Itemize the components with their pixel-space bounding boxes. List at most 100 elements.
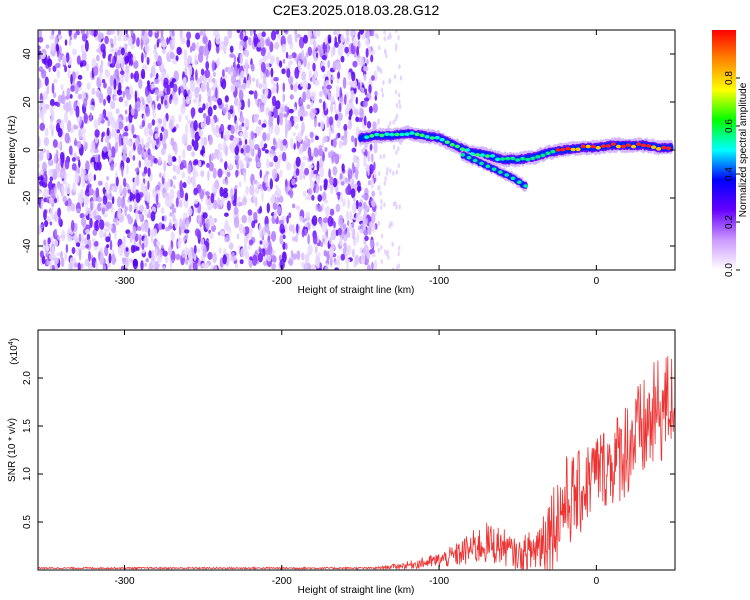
noise-blob bbox=[174, 143, 178, 155]
noise-blob bbox=[125, 247, 129, 252]
noise-blob bbox=[161, 223, 165, 230]
noise-blob bbox=[134, 70, 140, 83]
noise-blob bbox=[91, 57, 97, 69]
noise-blob bbox=[125, 116, 129, 123]
noise-blob bbox=[229, 45, 234, 53]
noise-blob bbox=[88, 188, 94, 196]
noise-blob bbox=[240, 70, 245, 81]
noise-blob bbox=[182, 182, 187, 189]
noise-blob bbox=[65, 183, 71, 195]
signal-core bbox=[424, 135, 430, 139]
noise-blob bbox=[345, 250, 349, 262]
noise-blob bbox=[104, 70, 111, 78]
noise-blob bbox=[109, 240, 113, 251]
noise-blob bbox=[384, 48, 387, 54]
signal-core bbox=[434, 135, 440, 140]
signal-core bbox=[364, 135, 370, 139]
noise-blob bbox=[152, 187, 156, 198]
noise-blob bbox=[123, 43, 128, 48]
noise-blob bbox=[289, 187, 293, 199]
noise-blob bbox=[330, 102, 333, 114]
noise-blob bbox=[290, 249, 294, 258]
signal-core bbox=[384, 132, 390, 136]
noise-blob bbox=[302, 80, 309, 91]
noise-blob bbox=[286, 215, 289, 224]
noise-blob bbox=[316, 108, 320, 114]
noise-blob bbox=[132, 258, 139, 270]
noise-blob bbox=[307, 146, 312, 158]
noise-blob bbox=[334, 36, 338, 46]
noise-blob bbox=[363, 73, 367, 81]
noise-blob bbox=[285, 51, 289, 59]
noise-blob bbox=[239, 132, 244, 137]
noise-blob bbox=[96, 77, 102, 88]
snr-panel: -300 -200 -100 0 0.5 1.0 1.5 2.0 Height of str… bbox=[7, 329, 676, 596]
noise-blob bbox=[370, 54, 374, 63]
noise-blob bbox=[120, 243, 126, 251]
noise-blob bbox=[350, 90, 355, 101]
noise-blob bbox=[255, 196, 258, 207]
noise-blob bbox=[68, 39, 72, 46]
noise-blob bbox=[44, 127, 49, 137]
noise-blob bbox=[208, 217, 212, 223]
noise-blob bbox=[141, 30, 145, 36]
noise-blob bbox=[326, 84, 333, 90]
noise-blob bbox=[352, 222, 355, 227]
noise-blob bbox=[290, 137, 294, 149]
noise-blob bbox=[371, 253, 376, 258]
noise-blob bbox=[139, 192, 144, 198]
noise-blob bbox=[319, 98, 322, 104]
noise-blob bbox=[113, 120, 119, 130]
signal-core bbox=[510, 156, 516, 161]
noise-blob bbox=[377, 185, 380, 191]
noise-blob bbox=[147, 227, 151, 237]
noise-blob bbox=[143, 236, 149, 248]
noise-blob bbox=[354, 254, 360, 265]
noise-blob bbox=[212, 167, 217, 179]
noise-blob bbox=[220, 131, 224, 139]
noise-blob bbox=[56, 102, 61, 108]
noise-blob bbox=[340, 34, 345, 43]
noise-blob bbox=[123, 132, 129, 137]
noise-blob bbox=[214, 218, 217, 223]
noise-blob bbox=[352, 235, 357, 247]
noise-blob bbox=[60, 84, 64, 91]
noise-blob bbox=[271, 168, 278, 180]
noise-blob bbox=[72, 48, 77, 56]
noise-blob bbox=[73, 262, 79, 268]
noise-blob bbox=[146, 204, 150, 210]
noise-blob bbox=[362, 201, 367, 210]
noise-blob bbox=[392, 170, 395, 176]
noise-blob bbox=[172, 184, 176, 189]
signal-core bbox=[635, 142, 642, 146]
noise-blob bbox=[274, 42, 280, 50]
noise-blob bbox=[379, 154, 382, 160]
noise-blob bbox=[93, 215, 99, 220]
noise-blob bbox=[374, 95, 378, 101]
noise-blob bbox=[101, 207, 106, 215]
noise-blob bbox=[204, 69, 211, 79]
noise-blob bbox=[303, 34, 308, 44]
noise-blob bbox=[153, 228, 158, 237]
noise-blob bbox=[115, 176, 119, 187]
noise-blob bbox=[255, 125, 261, 136]
noise-blob bbox=[162, 265, 166, 270]
noise-blob bbox=[351, 162, 355, 170]
noise-blob bbox=[42, 161, 47, 172]
noise-blob bbox=[207, 106, 213, 117]
noise-blob bbox=[159, 172, 162, 179]
noise-blob bbox=[260, 61, 266, 73]
signal-core bbox=[484, 154, 491, 158]
signal-core bbox=[555, 148, 561, 152]
noise-blob bbox=[61, 229, 66, 242]
noise-blob bbox=[116, 89, 123, 96]
noise-blob bbox=[78, 248, 82, 261]
noise-blob bbox=[138, 204, 145, 212]
noise-blob bbox=[353, 108, 359, 116]
noise-blob bbox=[271, 263, 276, 270]
noise-blob bbox=[136, 37, 140, 48]
noise-blob bbox=[103, 213, 108, 218]
signal-core bbox=[464, 148, 470, 152]
noise-blob bbox=[265, 69, 270, 78]
noise-blob bbox=[86, 185, 90, 194]
